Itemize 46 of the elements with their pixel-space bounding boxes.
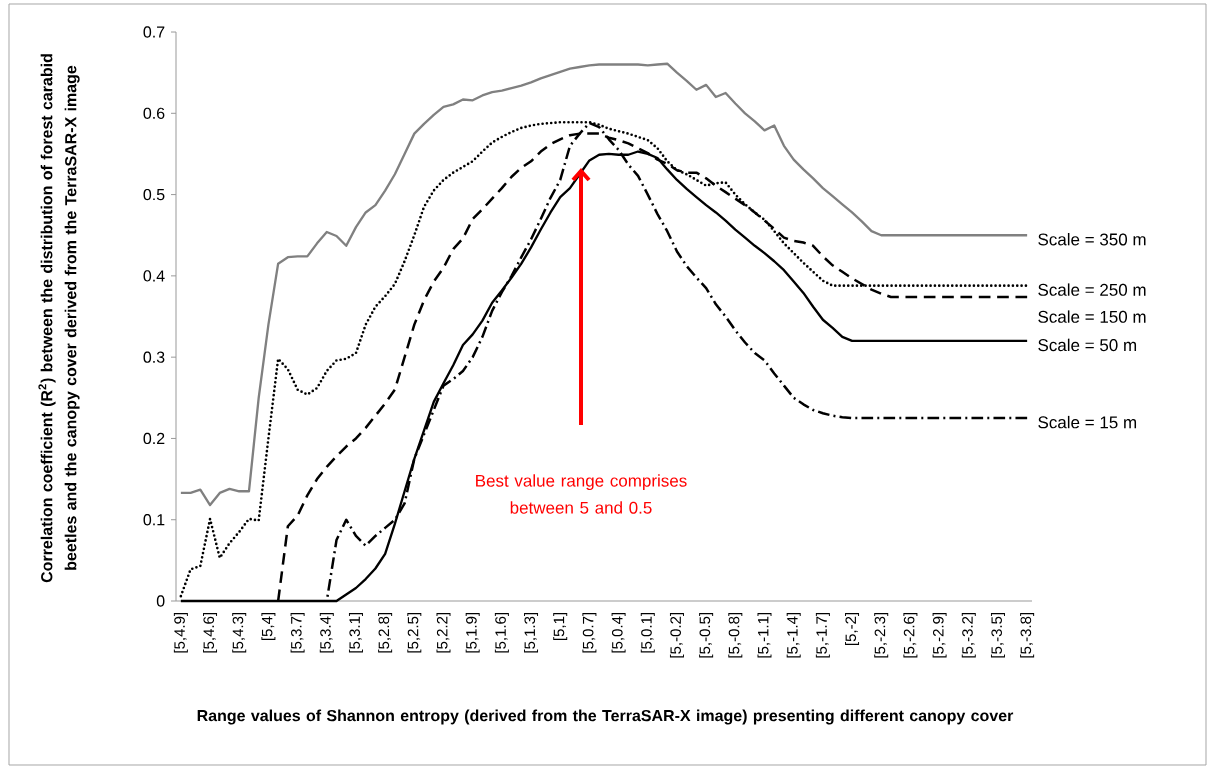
x-tick-label: [5,2.5] <box>407 612 422 653</box>
series-label: Scale = 50 m <box>1038 338 1137 352</box>
x-tick-label: [5,4.9] <box>173 612 188 653</box>
x-tick-label: [5,-0.2] <box>669 612 684 658</box>
x-tick-label: [5,-1.1] <box>757 612 772 658</box>
x-tick-label: [5,-2.9] <box>932 612 947 658</box>
x-tick-label: [5,-2] <box>845 612 860 646</box>
x-tick-label: [5,0.1] <box>640 612 655 653</box>
x-axis-title: Range values of Shannon entropy (derived from the TerraSAR-X image) presenting different canopy cover <box>197 709 1014 725</box>
series-label: Scale = 150 m <box>1038 310 1146 323</box>
series-label: Scale = 350 m <box>1038 233 1146 246</box>
y-tick-label: 0.6 <box>143 107 165 119</box>
y-axis-title: Correlation coefficient (R$^{2}$) between the distribution of forest carabid beetles and the canopy cover derived from the TerraSAR-X image <box>38 54 80 583</box>
x-tick-label: [5,0.4] <box>611 612 626 653</box>
x-tick-label: [5,-2.6] <box>903 612 918 658</box>
x-tick-label: [5,-3.5] <box>990 612 1005 658</box>
x-tick-label: [5,3.1] <box>348 612 363 653</box>
annotation: Best value range comprises between 5 and 0.5 <box>476 474 687 514</box>
series-label: Scale = 15 m <box>1038 415 1137 429</box>
x-tick-label: [5,2.8] <box>378 612 393 653</box>
x-tick-label: [5,4.3] <box>232 612 247 653</box>
x-tick-label: [5,-3.8] <box>1020 612 1035 658</box>
series-label: Scale = 250 m <box>1038 283 1146 296</box>
x-tick-label: [5,2.2] <box>436 612 451 653</box>
x-tick-label: [5,0.7] <box>582 612 597 653</box>
x-tick-label: [5,-0.8] <box>728 612 743 658</box>
x-tick-label: [5,1] <box>553 612 568 641</box>
x-tick-label: [5,1.9] <box>465 612 480 653</box>
y-tick-label: 0.2 <box>143 432 165 445</box>
x-tick-label: [5,1.3] <box>524 612 539 653</box>
x-tick-label: [5,3.7] <box>290 612 305 653</box>
x-tick-label: [5,-1.4] <box>786 612 801 658</box>
y-tick-label: 0 <box>156 595 165 607</box>
x-tick-label: [5,-1.7] <box>815 612 830 658</box>
x-tick-label: [5,3.4] <box>319 612 334 653</box>
y-tick-label: 0.4 <box>143 270 165 282</box>
y-tick-label: 0.7 <box>143 26 165 38</box>
x-tick-label: [5,-2.3] <box>874 612 889 658</box>
x-tick-label: [5,1.6] <box>494 612 509 653</box>
y-tick-label: 0.5 <box>143 188 165 201</box>
x-tick-label: [5,4.6] <box>203 612 218 653</box>
x-tick-label: [5,4] <box>261 612 276 641</box>
y-tick-label: 0.1 <box>143 514 165 526</box>
x-tick-label: [5,-3.2] <box>961 612 976 658</box>
y-tick-label: 0.3 <box>143 351 165 363</box>
x-tick-label: [5,-0.5] <box>699 612 714 658</box>
